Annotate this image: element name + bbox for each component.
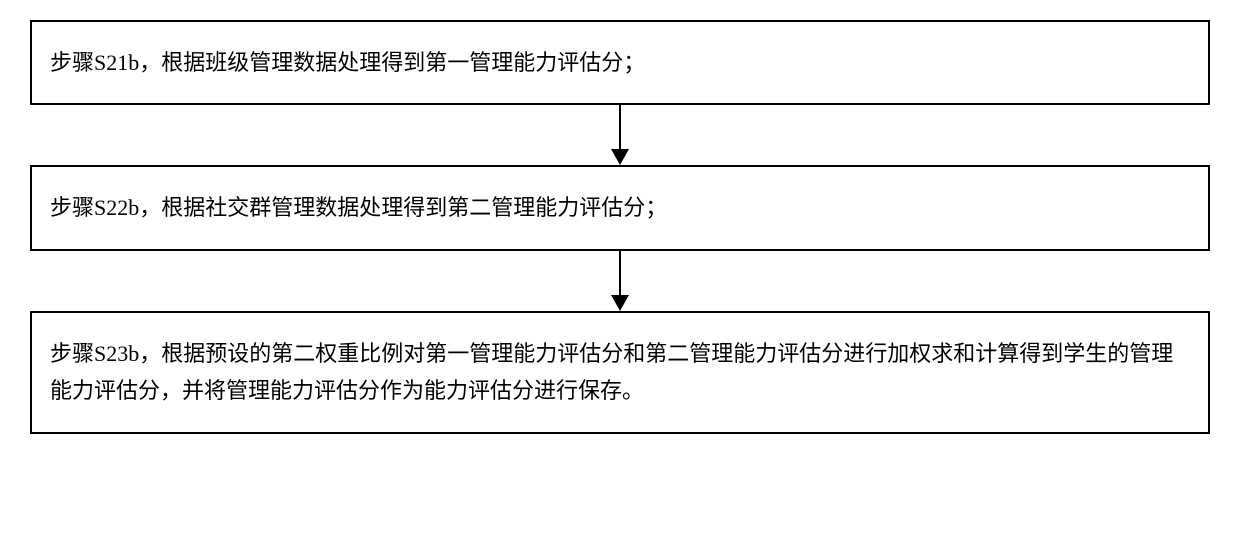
step-text: 步骤S21b，根据班级管理数据处理得到第一管理能力评估分； (50, 50, 645, 75)
arrow-down-icon (605, 251, 635, 311)
arrow-down-icon (605, 105, 635, 165)
step-text: 步骤S22b，根据社交群管理数据处理得到第二管理能力评估分； (50, 195, 667, 220)
flowchart-container: 步骤S21b，根据班级管理数据处理得到第一管理能力评估分； 步骤S22b，根据社… (30, 20, 1210, 434)
flowchart-step-s23b: 步骤S23b，根据预设的第二权重比例对第一管理能力评估分和第二管理能力评估分进行… (30, 311, 1210, 434)
flowchart-step-s21b: 步骤S21b，根据班级管理数据处理得到第一管理能力评估分； (30, 20, 1210, 105)
flowchart-arrow-1 (30, 105, 1210, 165)
flowchart-step-s22b: 步骤S22b，根据社交群管理数据处理得到第二管理能力评估分； (30, 165, 1210, 250)
step-text: 步骤S23b，根据预设的第二权重比例对第一管理能力评估分和第二管理能力评估分进行… (50, 341, 1173, 403)
flowchart-arrow-2 (30, 251, 1210, 311)
